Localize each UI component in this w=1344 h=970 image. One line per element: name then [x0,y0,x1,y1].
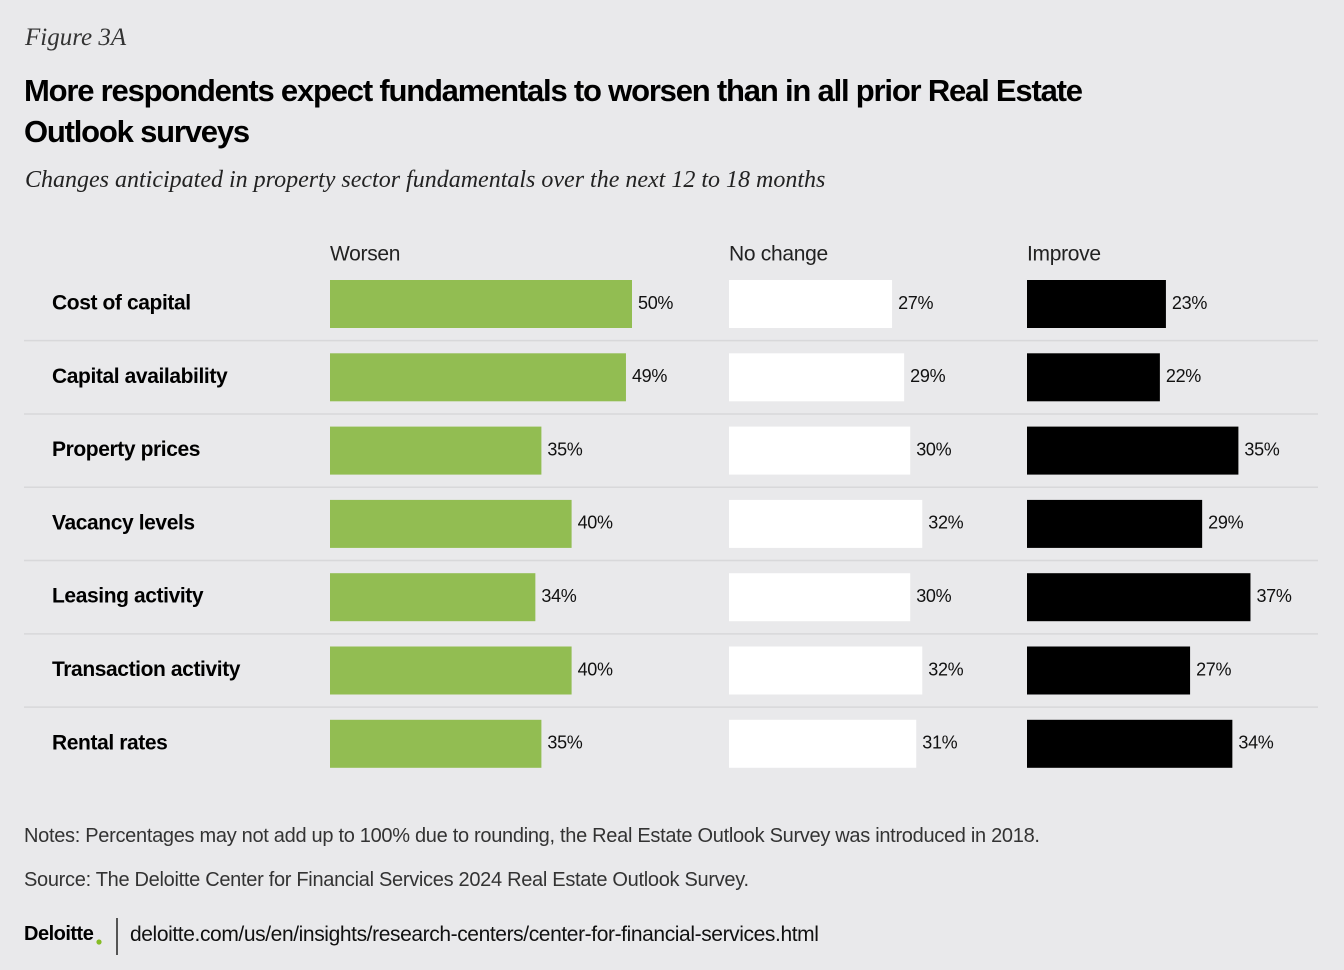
category-label: Rental rates [52,731,167,754]
value-label: 32% [928,513,963,533]
value-label: 22% [1166,366,1201,386]
bar [1027,280,1166,328]
chart-subtitle: Changes anticipated in property sector f… [25,167,826,193]
bar [330,280,632,328]
value-label: 49% [632,366,667,386]
series-header: Improve [1027,243,1101,266]
value-label: 40% [578,513,613,533]
category-label: Leasing activity [52,585,204,608]
category-label: Vacancy levels [52,511,195,534]
bar [729,280,893,328]
value-label: 37% [1256,586,1291,606]
value-label: 50% [638,293,673,313]
value-label: 34% [1238,733,1273,753]
value-label: 40% [578,659,613,679]
series-header: Worsen [330,243,400,266]
bar [330,426,542,475]
url: deloitte.com/us/en/insights/research-cen… [130,923,819,946]
value-label: 31% [922,733,957,753]
value-label: 30% [916,439,951,459]
bar [1027,719,1233,768]
value-label: 27% [1196,659,1231,679]
series-header: No change [729,243,828,266]
value-label: 29% [910,366,945,386]
value-label: 35% [547,733,582,753]
value-label: 35% [1244,439,1279,459]
bar [1027,573,1251,622]
figure-label: Figure 3A [25,24,127,51]
source: Source: The Deloitte Center for Financia… [24,869,749,891]
bar [729,646,923,695]
bar [330,353,626,402]
value-label: 32% [928,659,963,679]
category-label: Property prices [52,438,200,461]
bar [1027,499,1203,548]
bar [330,573,536,622]
value-label: 27% [898,293,933,313]
category-label: Transaction activity [52,658,241,681]
bar [1027,426,1239,475]
bar [729,426,911,475]
bar [1027,646,1191,695]
bar [330,719,542,768]
bar [1027,353,1160,402]
bar [330,646,572,695]
category-label: Capital availability [52,365,228,388]
value-label: 35% [547,439,582,459]
value-label: 29% [1208,513,1243,533]
brand: Deloitte [24,923,94,945]
notes: Notes: Percentages may not add up to 100… [24,825,1040,847]
bar [729,719,917,768]
brand-dot [96,939,102,945]
value-label: 30% [916,586,951,606]
bar [729,499,923,548]
chart-title: More respondents expect fundamentals to … [24,73,1083,149]
value-label: 23% [1172,293,1207,313]
bar [330,499,572,548]
bar [729,353,905,402]
value-label: 34% [541,586,576,606]
bar [729,573,911,622]
category-label: Cost of capital [52,292,191,315]
